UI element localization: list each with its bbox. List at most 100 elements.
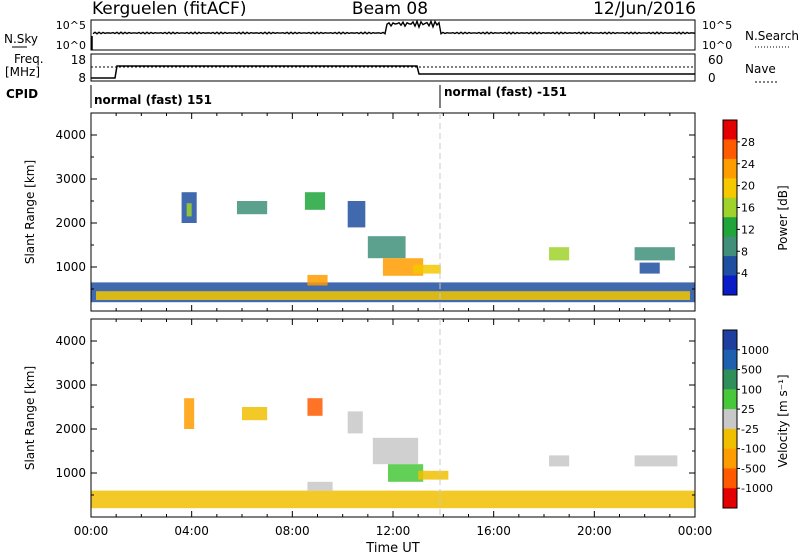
cpid-label: CPID — [6, 87, 38, 101]
echo-region-8 — [418, 470, 449, 480]
freq-trace — [91, 65, 695, 79]
nave-tick-high: 60 — [708, 53, 723, 67]
echo-region-12 — [634, 247, 675, 261]
colorbar-swatch — [723, 139, 737, 160]
nsky-tick-low: 10^0 — [56, 39, 86, 52]
echo-region-9 — [382, 258, 424, 276]
plot-frame — [90, 318, 696, 518]
echo-region-13 — [639, 262, 660, 274]
echo-region-8 — [367, 236, 406, 259]
echo-region-6 — [372, 437, 419, 465]
colorbar-tick-label: 100 — [741, 383, 762, 396]
date-title: 12/Jun/2016 — [593, 0, 696, 19]
echo-region-5 — [304, 192, 326, 210]
colorbar-swatch — [723, 428, 737, 450]
colorbar-label: Velocity [m s⁻¹] — [776, 374, 790, 467]
colorbar-tick-label: 24 — [741, 158, 755, 171]
colorbar-tick-label: -25 — [741, 423, 759, 436]
echo-region-5 — [347, 411, 363, 434]
colorbar-tick-label: 25 — [741, 403, 755, 416]
x-tick-label: 04:00 — [174, 524, 209, 538]
freq-tick-low: 8 — [78, 71, 86, 85]
freq-label: Freq. — [14, 52, 44, 66]
colorbar-tick-label: -500 — [741, 462, 766, 475]
x-tick-label: 08:00 — [275, 524, 310, 538]
colorbar-tick-label: 28 — [741, 136, 755, 149]
colorbar-tick-label: 12 — [741, 223, 755, 236]
nsearch-label: N.Search — [745, 29, 799, 43]
nave-label: Nave — [745, 62, 776, 76]
y-tick-label: 1000 — [55, 466, 86, 480]
echo-region-3 — [186, 203, 192, 217]
power-panel: 1000 2000 3000 4000 Slant Range [km] 28 24 20 16… — [23, 112, 790, 312]
echo-region-1 — [184, 398, 195, 429]
echo-region-9 — [549, 455, 570, 467]
colorbar-swatch — [723, 120, 737, 140]
x-tick-label: 00:00 — [74, 524, 109, 538]
colorbar-swatch — [723, 488, 737, 509]
freq-tick-high: 18 — [71, 53, 86, 67]
echo-region-3 — [307, 398, 323, 416]
echo-region-0 — [91, 490, 695, 509]
nsky-tick-high: 10^5 — [56, 19, 86, 32]
colorbar-tick-label: 1000 — [741, 344, 769, 357]
colorbar-swatch — [723, 158, 737, 179]
nave-tick-low: 0 — [708, 71, 716, 85]
colorbar-swatch — [723, 178, 737, 199]
y-tick-label: 1000 — [55, 260, 86, 274]
colorbar-frame — [722, 329, 738, 509]
y-tick-label: 4000 — [55, 334, 86, 348]
y-axis-label: Slant Range [km] — [23, 160, 37, 264]
velocity-panel: 1000 2000 3000 4000 Slant Range [km] 1000 500 1… — [23, 318, 790, 518]
freq-unit-label: [MHz] — [5, 65, 40, 79]
colorbar-swatch — [723, 369, 737, 390]
y-tick-label: 3000 — [55, 172, 86, 186]
colorbar-swatch — [723, 236, 737, 257]
y-tick-label: 4000 — [55, 128, 86, 142]
echo-region-11 — [549, 247, 570, 261]
station-title: Kerguelen (fitACF) — [92, 0, 246, 19]
time-axis: 00:00 04:00 08:00 12:00 16:00 20:00 00:00 — [74, 524, 713, 538]
nsky-label: N.Sky — [4, 32, 38, 46]
cpid-segment-1: normal (fast) 151 — [94, 93, 212, 107]
nsky-trace — [92, 19, 696, 35]
echo-region-10 — [413, 264, 441, 274]
echo-region-7 — [347, 201, 366, 228]
colorbar-swatch — [723, 256, 737, 277]
colorbar-tick-label: 20 — [741, 180, 755, 193]
y-axis-label: Slant Range [km] — [23, 366, 37, 470]
colorbar-tick-label: 4 — [741, 267, 748, 280]
colorbar-swatch — [723, 197, 737, 218]
echo-region-4 — [307, 481, 333, 491]
x-tick-label: 16:00 — [476, 524, 511, 538]
colorbar-label: Power [dB] — [776, 185, 790, 250]
x-axis-label: Time UT — [365, 541, 419, 554]
echo-region-10 — [634, 455, 678, 467]
colorbar-swatch — [723, 217, 737, 238]
colorbar-swatch — [723, 468, 737, 489]
colorbar-tick-label: 8 — [741, 245, 748, 258]
echo-region-7 — [387, 464, 424, 482]
y-tick-label: 3000 — [55, 378, 86, 392]
x-tick-label: 20:00 — [577, 524, 612, 538]
colorbar-swatch — [723, 389, 737, 410]
colorbar-swatch — [723, 330, 737, 351]
colorbar-tick-label: 16 — [741, 202, 755, 215]
x-tick-label: 00:00 — [678, 524, 713, 538]
colorbar-swatch — [723, 409, 737, 430]
colorbar-tick-label: -1000 — [741, 482, 773, 495]
y-tick-label: 2000 — [55, 422, 86, 436]
nsearch-tick-low: 10^0 — [702, 39, 732, 52]
nsearch-tick-high: 10^5 — [702, 19, 732, 32]
nsky-strip — [90, 19, 696, 51]
x-tick-label: 12:00 — [376, 524, 411, 538]
echo-region-1 — [96, 291, 690, 300]
y-tick-label: 2000 — [55, 216, 86, 230]
cpid-segment-2: normal (fast) -151 — [444, 85, 567, 99]
colorbar-tick-label: 500 — [741, 364, 762, 377]
colorbar-swatch — [723, 275, 737, 296]
echo-region-4 — [236, 201, 268, 215]
beam-title: Beam 08 — [352, 0, 428, 19]
colorbar-tick-label: -100 — [741, 443, 766, 456]
